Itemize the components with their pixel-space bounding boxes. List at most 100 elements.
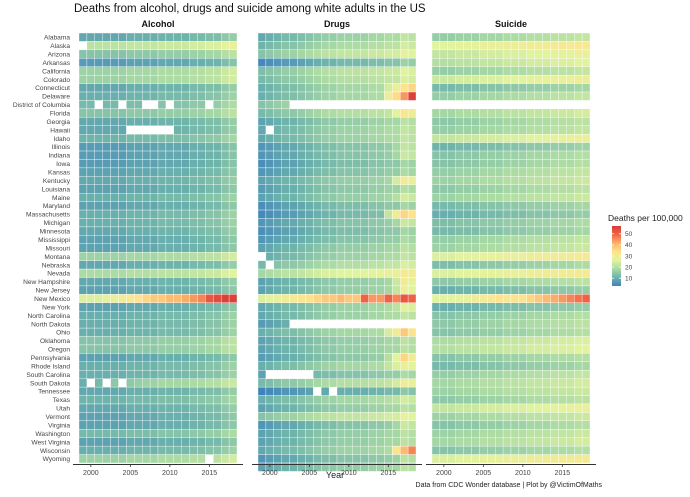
heatmap-cell: [352, 327, 361, 337]
heatmap-cell: [479, 32, 488, 42]
heatmap-cell: [510, 327, 520, 337]
heatmap-cell: [213, 361, 222, 371]
state-label: New Jersey: [36, 288, 71, 295]
heatmap-cell: [574, 268, 583, 278]
heatmap-cell: [384, 277, 393, 287]
heatmap-cell: [118, 201, 127, 211]
heatmap-cell: [463, 142, 472, 152]
heatmap-cell: [510, 167, 520, 177]
heatmap-cell: [313, 243, 322, 253]
heatmap-cell: [447, 83, 456, 93]
heatmap-cell: [221, 252, 230, 261]
heatmap-cell: [455, 361, 464, 371]
heatmap-cell: [181, 395, 190, 405]
heatmap-cell: [352, 142, 361, 152]
heatmap-cell: [257, 159, 267, 169]
heatmap-cell: [471, 344, 480, 354]
heatmap-cell: [228, 277, 238, 287]
heatmap-cell: [384, 437, 393, 447]
heatmap-cell: [313, 159, 322, 169]
heatmap-cell: [463, 41, 472, 51]
heatmap-cell: [126, 361, 135, 371]
heatmap-cell: [173, 74, 182, 84]
heatmap-cell: [228, 167, 238, 177]
heatmap-cell: [344, 49, 353, 59]
heatmap-cell: [305, 336, 314, 346]
heatmap-cell: [550, 91, 559, 101]
heatmap-cell: [228, 108, 238, 118]
heatmap-cell: [495, 209, 504, 219]
heatmap-cell: [360, 277, 369, 287]
heatmap-cell: [197, 260, 206, 270]
heatmap-cell: [352, 420, 361, 430]
heatmap-cell: [110, 235, 119, 244]
heatmap-cell: [400, 184, 409, 194]
heatmap-cell: [110, 193, 119, 202]
heatmap-cell: [534, 285, 543, 295]
heatmap-cell: [360, 327, 369, 337]
x-tick-label: 2005: [123, 470, 139, 477]
heatmap-cell: [257, 412, 267, 422]
heatmap-cell: [510, 437, 520, 447]
heatmap-cell: [265, 74, 274, 84]
heatmap-cell: [205, 277, 214, 287]
heatmap-cell: [566, 193, 575, 202]
heatmap-cell: [510, 218, 520, 228]
heatmap-cell: [439, 395, 448, 405]
heatmap-cell: [534, 437, 543, 447]
heatmap-cell: [550, 260, 559, 270]
heatmap-cell: [558, 32, 567, 42]
heatmap-cell: [289, 277, 298, 287]
heatmap-cell: [189, 370, 198, 379]
heatmap-cell: [534, 243, 543, 253]
heatmap-cell: [221, 429, 230, 438]
heatmap-cell: [305, 209, 314, 219]
heatmap-cell: [149, 226, 159, 236]
heatmap-cell: [566, 445, 575, 455]
heatmap-cell: [94, 403, 103, 413]
heatmap-cell: [149, 142, 159, 152]
heatmap-cell: [518, 176, 527, 185]
heatmap-cell: [352, 336, 361, 346]
heatmap-cell: [189, 437, 198, 447]
heatmap-cell: [455, 49, 464, 59]
heatmap-cell: [463, 285, 472, 295]
heatmap-cell: [471, 370, 480, 379]
heatmap-cell: [368, 117, 377, 126]
heatmap-cell: [173, 193, 182, 202]
heatmap-cell: [297, 454, 306, 464]
heatmap-cell: [384, 420, 393, 430]
heatmap-cell: [118, 294, 127, 303]
heatmap-cell: [305, 285, 314, 295]
heatmap-cell: [197, 184, 206, 194]
heatmap-cell: [157, 412, 167, 422]
heatmap-cell: [313, 142, 322, 152]
heatmap-cell: [455, 252, 464, 261]
heatmap-cell: [257, 437, 267, 447]
heatmap-cell: [297, 361, 306, 371]
heatmap-cell: [157, 361, 167, 371]
heatmap-cell: [502, 142, 512, 152]
heatmap-cell: [118, 336, 127, 346]
heatmap-cell: [126, 294, 135, 303]
heatmap-cell: [165, 32, 174, 42]
heatmap-cell: [86, 49, 95, 59]
heatmap-cell: [439, 386, 448, 396]
heatmap-cell: [213, 353, 222, 362]
heatmap-cell: [149, 395, 159, 405]
heatmap-cell: [305, 386, 314, 396]
heatmap-cell: [197, 302, 206, 312]
heatmap-cell: [297, 218, 306, 228]
heatmap-cell: [181, 176, 190, 185]
heatmap-cell: [173, 370, 182, 379]
heatmap-cell: [392, 134, 401, 143]
heatmap-cell: [344, 218, 353, 228]
heatmap-cell: [439, 167, 448, 177]
heatmap-cell: [205, 437, 214, 447]
heatmap-cell: [479, 125, 488, 135]
heatmap-cell: [550, 311, 559, 320]
heatmap-cell: [221, 150, 230, 160]
heatmap-cell: [566, 201, 575, 211]
heatmap-cell: [352, 445, 361, 455]
